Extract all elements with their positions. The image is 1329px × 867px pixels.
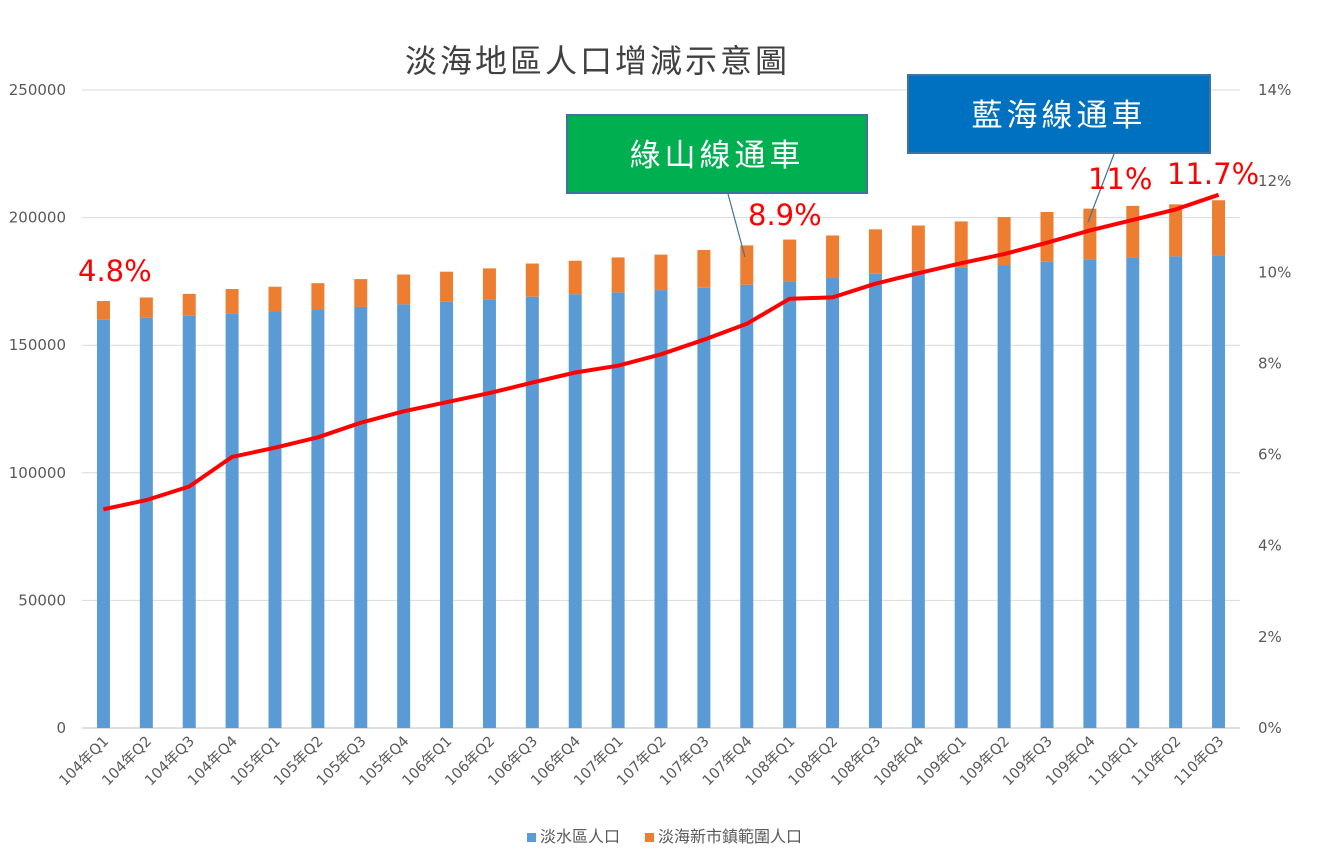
- bar-danhai: [1169, 204, 1183, 257]
- bar-tamsui: [1212, 255, 1226, 728]
- bar-danhai: [1212, 200, 1226, 256]
- y2-tick-label: 2%: [1258, 628, 1282, 646]
- bar-danhai: [997, 217, 1011, 266]
- legend-swatch-orange: [645, 833, 655, 842]
- y2-tick-label: 10%: [1258, 263, 1291, 281]
- y2-tick-label: 12%: [1258, 172, 1291, 190]
- bar-danhai: [268, 286, 282, 312]
- bar-danhai: [611, 257, 625, 293]
- bar-tamsui: [525, 296, 539, 728]
- bar-danhai: [868, 229, 882, 274]
- y-tick-label: 50000: [18, 591, 66, 609]
- bar-tamsui: [1040, 261, 1054, 728]
- bar-tamsui: [482, 299, 496, 728]
- y-tick-label: 250000: [9, 81, 66, 99]
- callout-leader-green: [727, 193, 746, 258]
- bar-danhai: [654, 254, 668, 291]
- bar-tamsui: [1126, 257, 1140, 728]
- bar-danhai: [697, 250, 711, 288]
- bar-danhai: [1083, 208, 1097, 260]
- bar-tamsui: [697, 287, 711, 728]
- bar-tamsui: [826, 277, 840, 728]
- bar-danhai: [225, 289, 239, 314]
- bar-danhai: [311, 283, 325, 310]
- bar-danhai: [1040, 211, 1054, 262]
- bar-danhai: [139, 297, 153, 318]
- bar-danhai: [568, 260, 582, 295]
- green-line-callout: 綠山線通車: [566, 114, 868, 194]
- bar-danhai: [525, 263, 539, 297]
- bar-danhai: [440, 271, 454, 302]
- bar-danhai: [482, 268, 496, 300]
- bar-tamsui: [268, 311, 282, 728]
- bar-tamsui: [911, 270, 925, 728]
- blue-line-callout: 藍海線通車: [907, 74, 1211, 154]
- bar-tamsui: [225, 313, 239, 728]
- legend-label-tamsui: 淡水區人口: [539, 827, 620, 846]
- bar-tamsui: [311, 309, 325, 728]
- bar-danhai: [911, 225, 925, 271]
- bar-tamsui: [397, 304, 411, 728]
- pct-label-end: 11.7%: [1167, 157, 1260, 191]
- legend-label-danhai: 淡海新市鎮範圍人口: [658, 827, 803, 846]
- bar-tamsui: [139, 317, 153, 728]
- y-tick-label: 0: [56, 719, 66, 737]
- ratio-line: [102, 192, 1220, 512]
- bar-tamsui: [1169, 256, 1183, 728]
- bar-tamsui: [1083, 259, 1097, 728]
- bar-danhai: [96, 301, 110, 320]
- pct-label-blue: 11%: [1088, 162, 1153, 196]
- chart-title: 淡海地區人口增減示意圖: [404, 42, 790, 80]
- y-tick-label: 200000: [9, 209, 66, 227]
- bar-danhai: [954, 221, 968, 268]
- bar-tamsui: [568, 294, 582, 728]
- bar-tamsui: [868, 273, 882, 728]
- pct-label-green: 8.9%: [748, 198, 822, 232]
- legend-item-danhai: 淡海新市鎮範圍人口: [645, 823, 802, 847]
- bar-danhai: [826, 235, 840, 278]
- bar-tamsui: [354, 306, 368, 728]
- bar-tamsui: [783, 281, 797, 728]
- pct-label-start: 4.8%: [78, 254, 152, 288]
- legend-item-tamsui: 淡水區人口: [526, 823, 620, 847]
- y2-tick-label: 4%: [1258, 537, 1282, 555]
- bar-tamsui: [954, 267, 968, 728]
- callout-leader-blue: [1087, 153, 1115, 223]
- y2-tick-label: 8%: [1258, 354, 1282, 372]
- bar-tamsui: [96, 319, 110, 728]
- y-tick-label: 100000: [9, 464, 66, 482]
- bar-tamsui: [740, 284, 754, 728]
- bar-danhai: [397, 274, 411, 305]
- bar-tamsui: [654, 290, 668, 728]
- bar-danhai: [1126, 205, 1140, 258]
- bar-danhai: [740, 245, 754, 285]
- legend: 淡水區人口 淡海新市鎮範圍人口: [0, 823, 1329, 847]
- y2-tick-label: 14%: [1258, 81, 1291, 99]
- bar-tamsui: [182, 315, 196, 728]
- y2-tick-label: 6%: [1258, 446, 1282, 464]
- bar-danhai: [182, 293, 196, 316]
- bar-tamsui: [611, 292, 625, 728]
- bar-tamsui: [440, 301, 454, 728]
- bar-danhai: [783, 239, 797, 282]
- bar-tamsui: [997, 265, 1011, 728]
- bar-danhai: [354, 279, 368, 307]
- y-tick-label: 150000: [9, 336, 66, 354]
- y2-tick-label: 0%: [1258, 719, 1282, 737]
- legend-swatch-blue: [526, 833, 536, 842]
